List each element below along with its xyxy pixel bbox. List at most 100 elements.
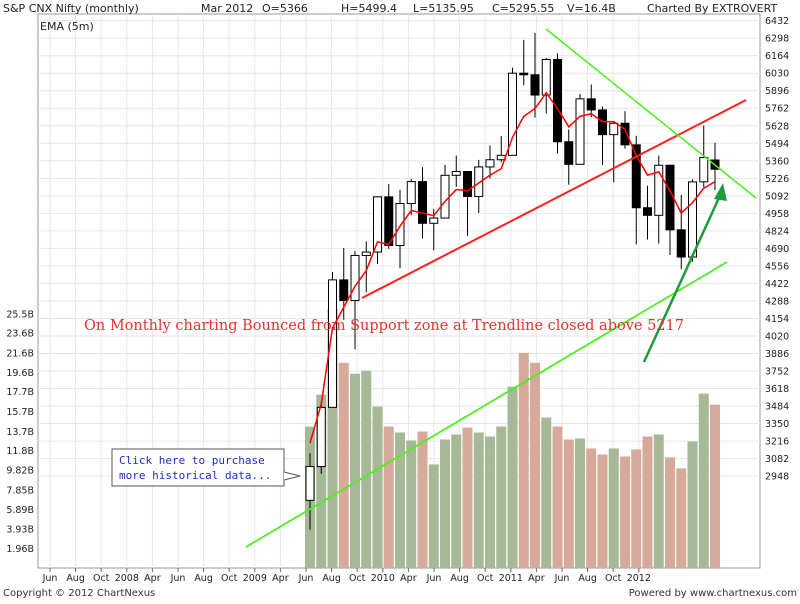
- volume-bar: [530, 362, 540, 568]
- candle-body: [609, 122, 619, 136]
- candle-body: [530, 74, 540, 96]
- volume-bar: [698, 393, 709, 568]
- volume-bar: [665, 457, 675, 568]
- candle-body: [440, 174, 450, 219]
- price-tick-label: 2948: [765, 472, 789, 483]
- x-tick-label: 2009: [243, 573, 267, 584]
- price-tick-label: 4824: [765, 226, 789, 237]
- price-tick-label: 6432: [765, 16, 789, 27]
- resistance-trendline: [545, 28, 757, 199]
- volume-bar: [316, 394, 327, 568]
- candle-body: [350, 254, 360, 302]
- volume-tick-label: 17.7B: [6, 387, 34, 398]
- volume-bar: [338, 362, 349, 568]
- candle-body: [339, 279, 349, 302]
- candle-body: [485, 159, 495, 168]
- volume-tick-label: 13.7B: [6, 427, 34, 438]
- price-tick-label: 5628: [765, 121, 789, 132]
- price-tick-label: 6030: [765, 69, 789, 80]
- x-tick-label: Aug: [194, 573, 213, 584]
- header-credit: Charted By EXTROVERT: [647, 2, 777, 15]
- volume-tick-label: 3.93B: [6, 524, 34, 535]
- candle-body: [395, 203, 405, 247]
- price-tick-label: 4958: [765, 209, 789, 220]
- x-tick-label: Oct: [349, 573, 366, 584]
- volume-bar: [451, 434, 462, 568]
- price-tick-label: 4422: [765, 279, 789, 290]
- x-tick-label: Aug: [450, 573, 469, 584]
- price-tick-label: 5762: [765, 104, 789, 115]
- x-tick-label: 2008: [115, 573, 139, 584]
- volume-bar: [653, 434, 664, 568]
- indicator-label: EMA (5m): [40, 20, 94, 33]
- x-tick-label: 2010: [371, 573, 395, 584]
- candle-body: [429, 217, 439, 224]
- candle-body: [463, 171, 472, 197]
- callout-line-2: more historical data...: [119, 469, 271, 482]
- candle-body: [373, 196, 382, 253]
- candle-body: [316, 406, 326, 468]
- price-tick-label: 4154: [765, 314, 789, 325]
- candle-body: [328, 279, 337, 408]
- price-tick-label: 6164: [765, 51, 789, 62]
- volume-bar: [541, 417, 552, 568]
- x-tick-label: Aug: [322, 573, 341, 584]
- ema-line: [309, 91, 716, 444]
- candle-body: [654, 164, 664, 216]
- header-volume: V=16.4B: [567, 2, 616, 15]
- x-tick-label: Oct: [477, 573, 494, 584]
- price-tick-label: 4556: [765, 261, 789, 272]
- callout-line-1: Click here to purchase: [119, 454, 265, 467]
- arrow-head: [714, 183, 727, 201]
- header-period: Mar 2012: [201, 2, 253, 15]
- price-tick-label: 4020: [765, 331, 789, 342]
- volume-bar: [395, 432, 405, 568]
- x-tick-label: Apr: [528, 573, 545, 584]
- candle-body: [676, 229, 686, 258]
- volume-bar: [350, 373, 360, 568]
- volume-bar: [485, 436, 495, 568]
- candle-body: [575, 98, 585, 165]
- volume-bar: [597, 454, 608, 568]
- candle-body: [305, 466, 315, 501]
- volume-bar: [608, 448, 619, 568]
- footer-powered: Powered by www.chartnexus.com: [629, 588, 797, 599]
- candle-body: [474, 166, 484, 197]
- long-support-trendline: [245, 261, 728, 548]
- volume-tick-label: 7.85B: [6, 485, 34, 496]
- volume-bar: [552, 426, 563, 568]
- candle-body: [620, 122, 630, 146]
- volume-bar: [440, 439, 450, 568]
- x-tick-label: Aug: [578, 573, 597, 584]
- x-tick-label: Jun: [42, 573, 58, 584]
- volume-bar: [676, 468, 687, 568]
- price-tick-label: 3082: [765, 454, 789, 465]
- x-tick-label: Jun: [298, 573, 314, 584]
- volume-tick-label: 9.82B: [6, 466, 34, 477]
- volume-bar: [327, 308, 338, 568]
- x-tick-label: Jun: [426, 573, 442, 584]
- x-tick-label: Oct: [221, 573, 238, 584]
- support-trendline: [361, 99, 747, 299]
- candles: [305, 32, 720, 530]
- volume-bar: [372, 406, 383, 568]
- candle-body: [631, 144, 641, 209]
- volume-bar: [406, 440, 417, 568]
- chart-title: S&P CNX Nifty (monthly): [3, 2, 139, 15]
- candle-body: [699, 157, 709, 183]
- volume-bar: [507, 386, 518, 568]
- volume-bar: [383, 426, 394, 568]
- volume-bar: [473, 432, 484, 568]
- volume-bars: [305, 308, 720, 568]
- volume-bar: [361, 370, 372, 568]
- bounce-arrow: [642, 188, 725, 363]
- x-tick-label: 2011: [499, 573, 523, 584]
- candle-body: [451, 171, 461, 176]
- x-tick-label: Apr: [272, 573, 289, 584]
- volume-tick-label: 19.6B: [6, 368, 34, 379]
- header-close: C=5295.55: [492, 2, 554, 15]
- candle-body: [508, 72, 517, 156]
- x-tick-label: Apr: [144, 573, 161, 584]
- callout-pointer: [283, 471, 301, 481]
